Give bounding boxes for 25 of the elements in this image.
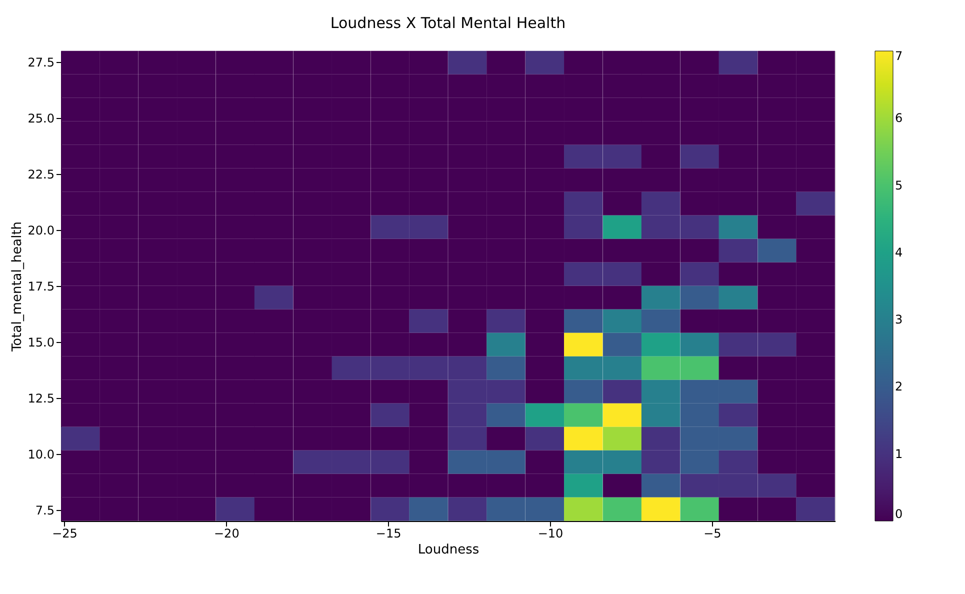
y-tick-label: 17.5	[28, 280, 54, 294]
chart-title: Loudness X Total Mental Health	[330, 14, 566, 32]
color-bar-label: 7	[895, 49, 903, 63]
x-tick-label: −10	[538, 526, 564, 540]
y-tick-label: 25.0	[28, 112, 54, 126]
color-bar-label: 2	[895, 380, 903, 394]
color-bar-label: 1	[895, 446, 903, 461]
x-axis-title: Loudness	[418, 542, 480, 558]
x-tick-label: −5	[704, 526, 722, 540]
y-tick-label: 12.5	[28, 391, 54, 406]
x-tick-label: −20	[214, 526, 240, 540]
y-tick-label: 7.5	[35, 503, 54, 518]
y-axis-title: Total_mental_health	[10, 221, 25, 353]
y-tick-label: 27.5	[28, 56, 54, 70]
color-bar-label: 5	[895, 178, 903, 192]
color-bar-label: 0	[895, 507, 903, 521]
x-tick-label: −25	[52, 526, 78, 540]
y-tick-label: 10.0	[28, 447, 54, 462]
y-tick-label: 20.0	[28, 224, 54, 238]
x-tick-label: −15	[376, 526, 402, 540]
color-bar-label: 3	[895, 312, 903, 327]
y-tick-label: 22.5	[28, 168, 54, 182]
color-bar-label: 6	[895, 111, 903, 126]
color-bar-label: 4	[895, 245, 903, 260]
y-tick-label: 15.0	[28, 335, 54, 350]
